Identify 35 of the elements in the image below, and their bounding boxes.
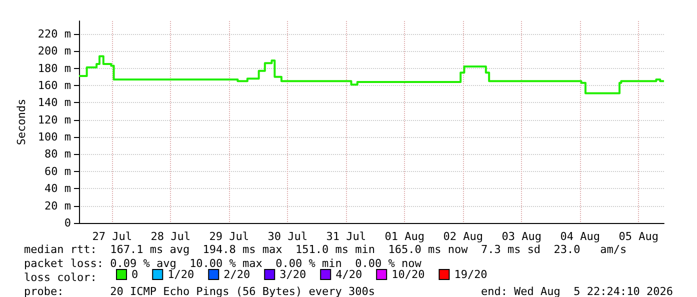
x-tick-label: 02 Aug — [443, 230, 484, 243]
text: end: Wed Aug 5 22:24:10 2026 — [480, 285, 674, 297]
y-tick-label: 160 m — [38, 78, 72, 92]
legend-label: 4/20 — [336, 268, 362, 281]
y-tick-label: 20 m — [44, 199, 72, 212]
y-tick-label: 80 m — [44, 148, 72, 161]
y-tick-label: 220 m — [38, 27, 72, 40]
y-tick-label: 0 — [64, 216, 72, 230]
x-tick-label: 01 Aug — [384, 230, 425, 243]
legend-label: 10/20 — [392, 268, 425, 281]
x-tick-label: 04 Aug — [560, 230, 600, 243]
text: probe: 20 ICMP Echo Pings (56 Bytes) every 300s — [24, 285, 375, 297]
y-tick-label: 60 m — [44, 164, 72, 178]
text: loss color: — [24, 271, 97, 284]
x-tick-label: 03 Aug — [502, 230, 542, 243]
x-tick-label: 31 Jul — [326, 230, 366, 243]
x-tick-label: 29 Jul — [209, 230, 250, 243]
legend-label: 3/20 — [280, 268, 306, 281]
text: median rtt: 167.1 ms avg 194.8 ms max 151.0 ms min 165.0 ms now 7.3 ms sd 23.0 am/s — [24, 243, 627, 256]
text: packet loss: 0.09 % avg 10.00 % max 0.00 % min 0.00 % now — [24, 257, 422, 270]
legend-label: 2/20 — [224, 268, 250, 281]
y-axis-title: Seconds — [15, 98, 28, 146]
x-tick-label: 05 Aug — [618, 230, 659, 243]
x-tick-label: 27 Jul — [92, 230, 132, 243]
y-tick-label: 40 m — [44, 182, 72, 196]
legend-label: 19/20 — [454, 268, 488, 281]
y-tick-label: 120 m — [38, 113, 72, 126]
y-tick-label: 180 m — [38, 62, 72, 75]
x-tick-label: 28 Jul — [150, 230, 191, 243]
legend-label: 1/20 — [168, 268, 194, 281]
legend-label: 0 — [132, 268, 138, 281]
x-tick-label: 30 Jul — [268, 230, 308, 243]
y-tick-label: 140 m — [38, 96, 72, 110]
y-tick-label: 200 m — [38, 44, 72, 58]
y-tick-label: 100 m — [38, 130, 72, 144]
